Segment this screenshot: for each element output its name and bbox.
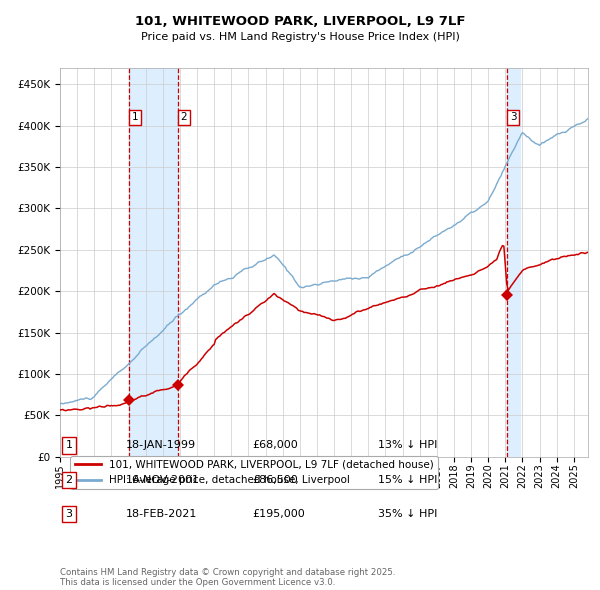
Text: 1: 1: [65, 441, 73, 450]
Text: 3: 3: [65, 509, 73, 519]
Text: 16-NOV-2001: 16-NOV-2001: [126, 475, 200, 484]
Text: £68,000: £68,000: [252, 441, 298, 450]
Text: 2: 2: [181, 113, 187, 123]
Text: Price paid vs. HM Land Registry's House Price Index (HPI): Price paid vs. HM Land Registry's House …: [140, 32, 460, 42]
Text: 15% ↓ HPI: 15% ↓ HPI: [378, 475, 437, 484]
Text: £195,000: £195,000: [252, 509, 305, 519]
Bar: [129, 68, 178, 457]
Text: 35% ↓ HPI: 35% ↓ HPI: [378, 509, 437, 519]
Text: 101, WHITEWOOD PARK, LIVERPOOL, L9 7LF: 101, WHITEWOOD PARK, LIVERPOOL, L9 7LF: [135, 15, 465, 28]
Text: Contains HM Land Registry data © Crown copyright and database right 2025.
This d: Contains HM Land Registry data © Crown c…: [60, 568, 395, 587]
Text: £86,500: £86,500: [252, 475, 298, 484]
Legend: 101, WHITEWOOD PARK, LIVERPOOL, L9 7LF (detached house), HPI: Average price, det: 101, WHITEWOOD PARK, LIVERPOOL, L9 7LF (…: [70, 456, 438, 489]
Text: 13% ↓ HPI: 13% ↓ HPI: [378, 441, 437, 450]
Text: 2: 2: [65, 475, 73, 484]
Bar: [508, 68, 520, 457]
Text: 3: 3: [510, 113, 517, 123]
Text: 18-JAN-1999: 18-JAN-1999: [126, 441, 196, 450]
Text: 1: 1: [132, 113, 139, 123]
Text: 18-FEB-2021: 18-FEB-2021: [126, 509, 197, 519]
